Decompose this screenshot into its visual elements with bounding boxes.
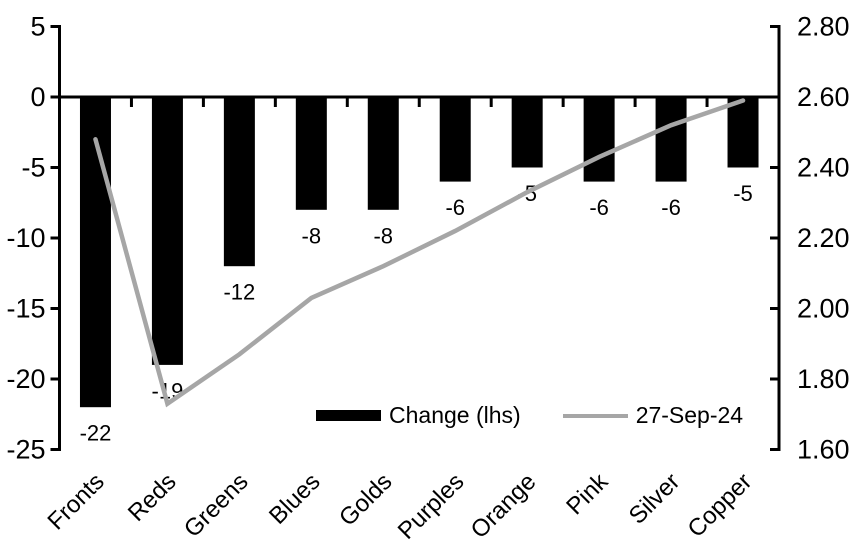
right-axis-tick-label: 2.40: [797, 153, 850, 183]
bar-value-label-silver: -6: [661, 195, 681, 220]
legend-item-27-sep-24: 27-Sep-24: [562, 402, 744, 429]
legend-label-27-sep-24: 27-Sep-24: [635, 402, 744, 428]
bar-golds: [367, 97, 399, 210]
line-series-27-sep-24: [93, 98, 746, 408]
left-axis-tick-label: -5: [21, 153, 45, 183]
bar-purples: [439, 97, 471, 182]
right-axis-tick-label: 2.00: [797, 294, 850, 324]
bar-silver: [655, 97, 687, 182]
bar-value-label-pink: -6: [589, 195, 609, 220]
left-axis-tick-label: 0: [30, 82, 45, 112]
x-category-label-greens: Greens: [179, 468, 254, 543]
left-axis-tick-label: -15: [6, 294, 45, 324]
bar-copper: [727, 97, 759, 168]
bar-value-label-copper: -5: [733, 181, 753, 206]
bar-value-label-blues: -8: [302, 223, 322, 248]
legend-item-change-lhs: Change (lhs): [316, 402, 521, 429]
bar-value-label-fronts: -22: [80, 421, 112, 446]
bar-greens: [223, 97, 255, 267]
bar-reds: [151, 97, 183, 365]
x-category-label-purples: Purples: [393, 468, 470, 545]
right-axis-tick-label: 2.80: [797, 12, 850, 42]
legend: Change (lhs) 27-Sep-24: [316, 402, 743, 429]
bar-blues: [295, 97, 327, 210]
x-category-label-blues: Blues: [264, 468, 326, 530]
bar-series-change-lhs: [79, 97, 759, 408]
right-axis-tick-label: 2.20: [797, 223, 850, 253]
axes: 5 0 -5 -10 -15 -20 -25 2.80 2.60 2.40 2.20 2.00 1.80…: [6, 12, 849, 465]
right-axis-tick-label: 1.60: [797, 435, 850, 465]
x-category-label-pink: Pink: [561, 467, 614, 520]
x-category-label-copper: Copper: [683, 468, 758, 543]
right-axis-tick-label: 1.80: [797, 364, 850, 394]
legend-bar-swatch-icon: [316, 410, 381, 421]
bar-value-label-purples: -6: [445, 195, 465, 220]
x-category-label-silver: Silver: [624, 468, 686, 530]
left-axis-tick-label: -20: [6, 364, 45, 394]
x-category-label-reds: Reds: [123, 468, 182, 527]
x-category-label-golds: Golds: [334, 468, 397, 531]
line-27-sep-24: [93, 98, 746, 408]
left-axis-tick-label: -10: [6, 223, 45, 253]
legend-line-swatch-icon: [562, 413, 628, 418]
bar-fronts: [79, 97, 111, 408]
right-axis-tick-label: 2.60: [797, 82, 850, 112]
bar-pink: [583, 97, 615, 182]
x-category-label-fronts: Fronts: [43, 468, 110, 535]
left-axis-tick-label: -25: [6, 435, 45, 465]
left-axis-tick-label: 5: [30, 12, 45, 42]
bar-value-label-golds: -8: [373, 223, 393, 248]
bar-value-label-greens: -12: [223, 280, 255, 305]
legend-label-change-lhs: Change (lhs): [389, 402, 521, 428]
bar-orange: [511, 97, 543, 168]
bar-value-labels: -22-19-12-8 -8-6-5-6 -6-5: [80, 181, 753, 446]
x-category-label-orange: Orange: [466, 468, 542, 544]
